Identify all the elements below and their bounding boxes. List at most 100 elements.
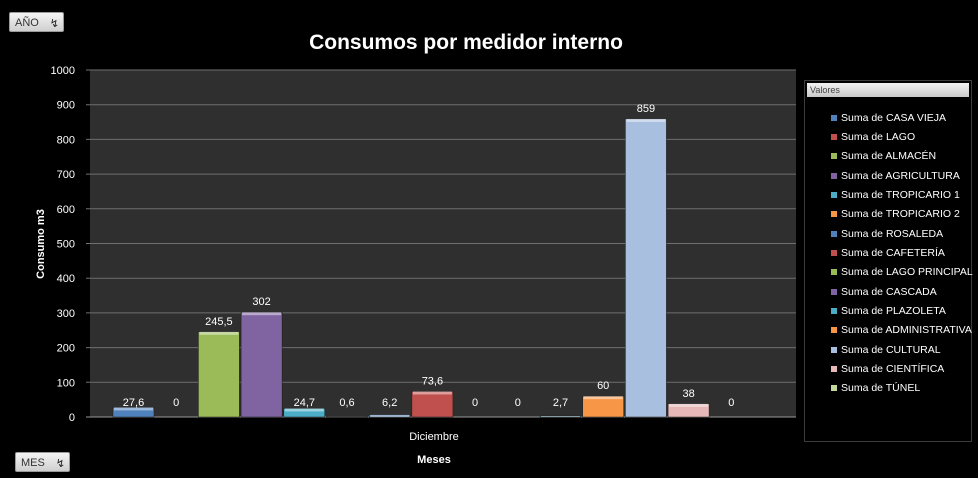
- y-axis-label: Consumo m3: [35, 209, 47, 279]
- chart-title: Consumos por medidor interno: [309, 31, 623, 54]
- y-tick-label: 300: [57, 308, 75, 320]
- legend-label: Suma de TÚNEL: [841, 382, 921, 395]
- year-filter-button[interactable]: AÑO ↯: [9, 12, 64, 32]
- legend-item: Suma de LAGO PRINCIPAL: [831, 263, 973, 282]
- legend-swatch: [831, 250, 837, 257]
- y-tick-label: 100: [57, 377, 75, 389]
- bar: [582, 395, 624, 418]
- legend-label: Suma de LAGO: [841, 131, 916, 144]
- legend-label: Suma de ROSALEDA: [841, 227, 944, 240]
- legend-label: Suma de TROPICARIO 2: [841, 208, 960, 221]
- legend-swatch: [831, 211, 837, 218]
- bar: [667, 403, 710, 418]
- y-tick-label: 400: [57, 273, 75, 285]
- bar: [368, 414, 411, 418]
- y-tick-label: 200: [57, 343, 75, 355]
- y-tick-label: 700: [57, 169, 75, 181]
- legend-item: Suma de CASCADA: [831, 282, 973, 301]
- legend-swatch: [831, 366, 837, 373]
- data-label: 0: [515, 397, 521, 409]
- bar: [539, 415, 582, 418]
- y-tick-label: 1000: [51, 65, 75, 77]
- x-tick-label: Diciembre: [409, 431, 459, 443]
- year-filter-label: AÑO: [15, 17, 39, 29]
- legend-label: Suma de ADMINISTRATIVA: [841, 324, 972, 337]
- bar: [240, 311, 283, 418]
- bar: [198, 331, 240, 418]
- bar-highlight: [541, 416, 580, 417]
- bars: [112, 118, 710, 418]
- legend-swatch: [831, 346, 837, 353]
- legend-label: Suma de CIENTÍFICA: [841, 363, 945, 376]
- legend-label: Suma de TROPICARIO 1: [841, 189, 960, 202]
- data-label: 6,2: [382, 397, 397, 409]
- month-filter-label: MES: [21, 457, 45, 469]
- filter-icon: ↯: [55, 458, 65, 470]
- y-tick-label: 900: [57, 100, 75, 112]
- legend-swatch: [831, 288, 837, 295]
- legend-item: Suma de AGRICULTURA: [831, 166, 973, 185]
- legend-item: Suma de TÚNEL: [831, 379, 973, 398]
- data-label: 27,6: [123, 397, 144, 409]
- y-axis-ticks: 0 100 200 300 400 500 600 700 800 900 1000: [51, 65, 75, 424]
- data-label: 0: [173, 397, 179, 409]
- legend-swatch: [831, 172, 837, 179]
- legend-label: Suma de CULTURAL: [841, 343, 941, 356]
- data-label: 24,7: [294, 397, 315, 409]
- x-axis-label: Meses: [417, 454, 451, 466]
- legend-item: Suma de LAGO: [831, 127, 973, 146]
- month-filter-button[interactable]: MES ↯: [15, 452, 70, 472]
- legend-item: Suma de ALMACÉN: [831, 147, 973, 166]
- bar-highlight: [370, 414, 410, 417]
- legend-swatch: [831, 308, 837, 315]
- legend-label: Suma de PLAZOLETA: [841, 305, 946, 318]
- legend-swatch: [831, 134, 837, 141]
- legend-label: Suma de AGRICULTURA: [841, 169, 960, 182]
- legend-label: Suma de CASCADA: [841, 285, 937, 298]
- bar-highlight: [412, 391, 452, 395]
- legend-item: Suma de ROSALEDA: [831, 224, 973, 243]
- legend-swatch: [831, 153, 837, 160]
- legend-item: Suma de ADMINISTRATIVA: [831, 321, 973, 340]
- legend-swatch: [831, 192, 837, 199]
- bar-highlight: [583, 396, 623, 400]
- legend-label: Suma de LAGO PRINCIPAL: [841, 266, 973, 279]
- data-label: 0,6: [339, 397, 354, 409]
- bar-highlight: [242, 312, 282, 316]
- bar-highlight: [114, 407, 153, 411]
- legend-items: Suma de CASA VIEJA Suma de LAGO Suma de AL…: [831, 108, 973, 398]
- legend-item: Suma de CAFETERÍA: [831, 243, 973, 262]
- legend-label: Suma de ALMACÉN: [841, 150, 937, 163]
- bar: [625, 118, 667, 418]
- legend-label: Suma de CAFETERÍA: [841, 247, 945, 260]
- y-tick-label: 500: [57, 239, 75, 251]
- data-label: 38: [682, 388, 694, 400]
- bar-highlight: [626, 118, 666, 122]
- y-tick-label: 600: [57, 204, 75, 216]
- bar: [283, 408, 326, 418]
- legend-item: Suma de PLAZOLETA: [831, 301, 973, 320]
- legend-label: Suma de CASA VIEJA: [841, 111, 947, 124]
- legend-item: Suma de TROPICARIO 2: [831, 205, 973, 224]
- legend-item: Suma de TROPICARIO 1: [831, 185, 973, 204]
- data-labels: 27,6 0 245,5 302 24,7 0,6 6,2 73,6 0 0 2,7 60 859 38 0: [123, 103, 735, 409]
- legend-item: Suma de CIENTÍFICA: [831, 359, 973, 378]
- data-label: 73,6: [422, 375, 443, 387]
- data-label: 245,5: [205, 316, 233, 328]
- bar-highlight: [669, 403, 709, 407]
- legend-swatch: [831, 385, 837, 392]
- legend-swatch: [831, 230, 837, 237]
- bar-highlight: [284, 408, 324, 412]
- legend-item: Suma de CASA VIEJA: [831, 108, 973, 127]
- data-label: 302: [252, 296, 270, 308]
- y-tick-label: 0: [69, 412, 75, 424]
- legend: Valores Suma de CASA VIEJA Suma de LAGO Su…: [804, 80, 973, 442]
- data-label: 859: [637, 103, 655, 115]
- data-label: 0: [472, 397, 478, 409]
- legend-item: Suma de CULTURAL: [831, 340, 973, 359]
- bar-highlight: [199, 331, 239, 335]
- filter-icon: ↯: [49, 18, 59, 30]
- legend-header: Valores: [807, 83, 969, 97]
- data-label: 0: [728, 397, 734, 409]
